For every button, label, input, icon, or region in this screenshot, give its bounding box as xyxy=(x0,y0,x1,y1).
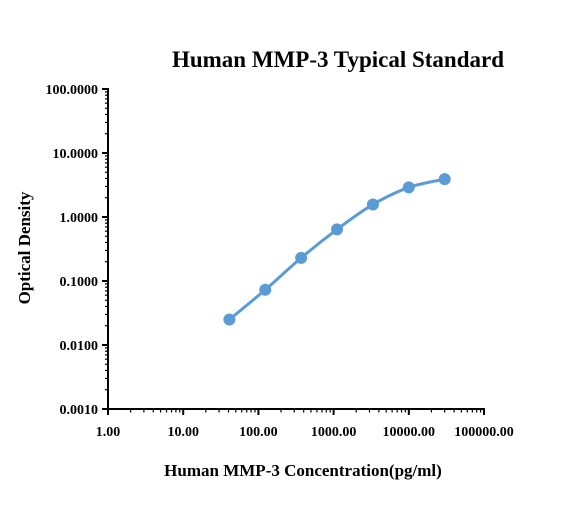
fitted-curve-line xyxy=(227,177,447,322)
data-point xyxy=(366,198,379,211)
y-tick-label: 10.0000 xyxy=(53,147,99,162)
x-tick-label: 10000.00 xyxy=(383,425,436,440)
data-point xyxy=(331,223,344,236)
y-tick-label: 1.0000 xyxy=(60,211,99,226)
x-axis-label: Human MMP-3 Concentration(pg/ml) xyxy=(164,461,442,480)
chart-title: Human MMP-3 Typical Standard xyxy=(172,47,504,72)
y-tick-label: 0.1000 xyxy=(60,275,99,290)
data-point xyxy=(259,283,272,296)
y-tick-label: 100.0000 xyxy=(46,83,99,98)
data-points xyxy=(223,173,451,326)
y-tick-label: 0.0100 xyxy=(60,339,99,354)
x-tick-label: 10.00 xyxy=(167,425,199,440)
data-point xyxy=(295,251,308,264)
x-tick-label: 1000.00 xyxy=(311,425,357,440)
data-point xyxy=(223,313,236,326)
x-axis: 1.00 10.00 100.00 1000.00 10000.00 100000.00 xyxy=(96,408,514,440)
data-point xyxy=(438,173,451,186)
data-point xyxy=(402,181,415,194)
x-tick-label: 100000.00 xyxy=(454,425,514,440)
y-axis-label: Optical Density xyxy=(15,191,34,304)
x-tick-label: 100.00 xyxy=(239,425,278,440)
x-tick-label: 1.00 xyxy=(96,425,121,440)
y-axis: 0.0010 0.0100 0.1000 1.0000 10.0000 100.0000 xyxy=(46,83,109,418)
y-tick-label: 0.0010 xyxy=(60,403,99,418)
